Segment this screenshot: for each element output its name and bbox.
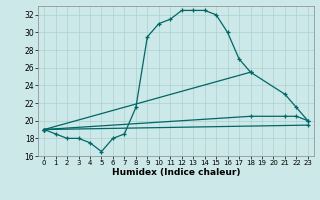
- X-axis label: Humidex (Indice chaleur): Humidex (Indice chaleur): [112, 168, 240, 177]
